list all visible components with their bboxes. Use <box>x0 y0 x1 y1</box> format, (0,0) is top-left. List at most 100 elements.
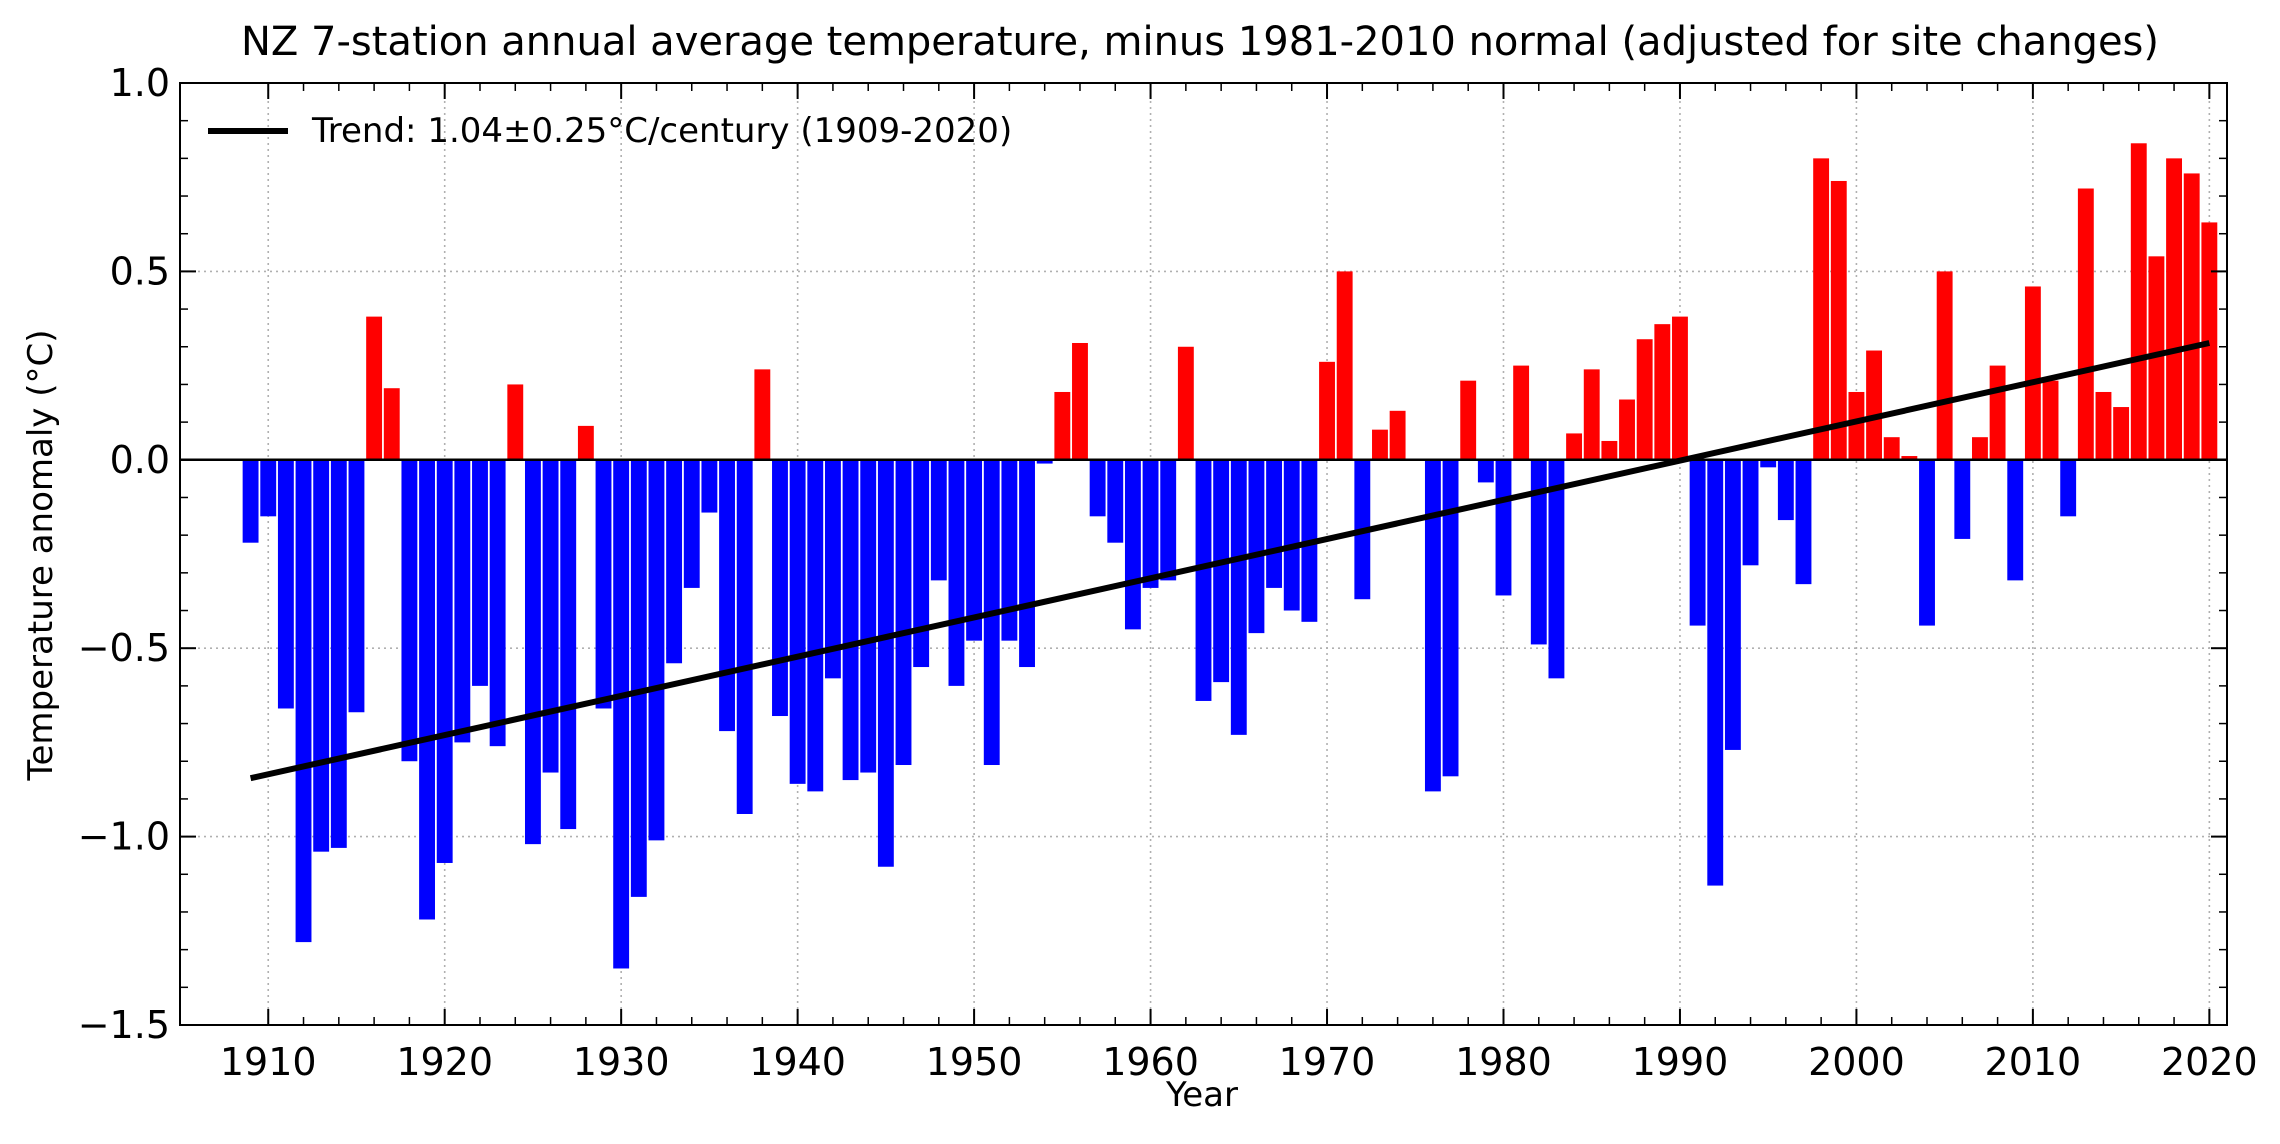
bar-1925 <box>524 459 541 845</box>
bar-2002 <box>1883 437 1900 460</box>
bar-2018 <box>2166 158 2183 460</box>
x-tick-label: 1930 <box>573 1040 670 1084</box>
bar-1940 <box>789 459 806 784</box>
y-tick-label: 0.5 <box>110 249 170 293</box>
bar-1963 <box>1195 459 1212 701</box>
bar-1995 <box>1760 459 1777 468</box>
bar-1987 <box>1619 399 1635 460</box>
bar-1924 <box>507 384 524 460</box>
bar-1990 <box>1672 316 1688 460</box>
bar-1914 <box>330 459 347 848</box>
bar-2007 <box>1972 437 1988 460</box>
bar-1991 <box>1689 459 1706 626</box>
chart-title: NZ 7-station annual average temperature,… <box>241 19 2159 65</box>
bar-1911 <box>277 459 294 709</box>
legend: Trend: 1.04±0.25°C/century (1909-2020) <box>208 111 1012 151</box>
bar-1996 <box>1777 459 1794 521</box>
x-tick-label: 1960 <box>1102 1040 1199 1084</box>
bar-1941 <box>807 459 824 792</box>
bar-1913 <box>313 459 330 852</box>
bar-1920 <box>436 459 453 863</box>
x-axis-label: Year <box>1165 1075 1238 1115</box>
bar-1910 <box>260 459 277 517</box>
bar-1960 <box>1142 459 1159 588</box>
bar-2003 <box>1901 456 1918 460</box>
y-tick-label: 1.0 <box>110 61 170 105</box>
bar-2010 <box>2024 286 2041 460</box>
bar-1973 <box>1372 429 1388 460</box>
bar-2006 <box>1954 459 1971 539</box>
plot-frame <box>179 82 2228 1026</box>
bar-1926 <box>542 459 559 773</box>
bar-2013 <box>2077 188 2094 460</box>
trend-line-group <box>249 340 2211 782</box>
bar-1998 <box>1813 158 1830 460</box>
bar-2015 <box>2113 407 2130 460</box>
bar-1966 <box>1248 459 1265 634</box>
bar-1988 <box>1636 339 1653 460</box>
bar-2004 <box>1919 459 1935 626</box>
bar-1927 <box>560 459 577 830</box>
bar-1942 <box>824 459 841 679</box>
bar-1912 <box>295 459 312 943</box>
bar-1953 <box>1019 459 1035 668</box>
bar-1950 <box>966 459 983 641</box>
bar-1974 <box>1389 410 1406 460</box>
bar-1961 <box>1160 459 1177 581</box>
x-tick-label: 1920 <box>396 1040 493 1084</box>
bar-1943 <box>842 459 859 781</box>
bar-1952 <box>1001 459 1018 641</box>
bar-2000 <box>1848 391 1865 460</box>
axes <box>179 82 2228 1026</box>
bar-1979 <box>1477 459 1494 483</box>
bar-1923 <box>489 459 506 747</box>
bar-1937 <box>736 459 753 814</box>
bar-1989 <box>1654 324 1671 460</box>
bar-1982 <box>1530 459 1547 645</box>
bar-1977 <box>1442 459 1459 777</box>
bar-1919 <box>419 459 435 920</box>
bar-2016 <box>2130 143 2147 460</box>
bar-1947 <box>913 459 930 668</box>
bar-1965 <box>1230 459 1247 735</box>
bar-1997 <box>1795 459 1812 585</box>
y-axis-label: Temperature anomaly (°C) <box>21 330 61 782</box>
bar-1921 <box>454 459 471 743</box>
bar-1935 <box>701 459 718 513</box>
bar-2020 <box>2201 222 2218 460</box>
tick-labels: 1910 1920 1930 1940 1950 1960 1970 1980 1990 2000… <box>78 61 2258 1084</box>
x-tick-label: 1910 <box>220 1040 317 1084</box>
bar-1967 <box>1266 459 1283 588</box>
bar-1981 <box>1513 365 1530 460</box>
bar-1939 <box>772 459 788 717</box>
y-tick-label: −0.5 <box>78 626 170 670</box>
y-tick-label: 0.0 <box>110 438 170 482</box>
legend-trend-label: Trend: 1.04±0.25°C/century (1909-2020) <box>311 111 1012 151</box>
bar-1985 <box>1583 369 1600 460</box>
x-tick-label: 1980 <box>1455 1040 1552 1084</box>
bar-1968 <box>1283 459 1300 611</box>
trend-line <box>249 340 2211 782</box>
bar-1962 <box>1177 346 1194 460</box>
bar-1928 <box>577 425 594 460</box>
bar-1936 <box>719 459 735 732</box>
bar-1958 <box>1107 459 1124 543</box>
bar-1916 <box>366 316 383 460</box>
y-tick-label: −1.5 <box>78 1003 170 1047</box>
bar-1949 <box>948 459 965 686</box>
bar-1948 <box>930 459 947 581</box>
bar-2005 <box>1936 271 1953 460</box>
bar-2001 <box>1866 350 1883 460</box>
bar-1955 <box>1054 391 1071 460</box>
bar-1944 <box>860 459 877 773</box>
x-tick-label: 1950 <box>926 1040 1023 1084</box>
bar-1994 <box>1742 459 1759 566</box>
bar-1954 <box>1036 459 1053 464</box>
bar-1999 <box>1830 180 1847 460</box>
bar-1945 <box>877 459 894 867</box>
bar-1984 <box>1566 433 1583 460</box>
bars <box>242 143 2218 969</box>
y-tick-label: −1.0 <box>78 815 170 859</box>
